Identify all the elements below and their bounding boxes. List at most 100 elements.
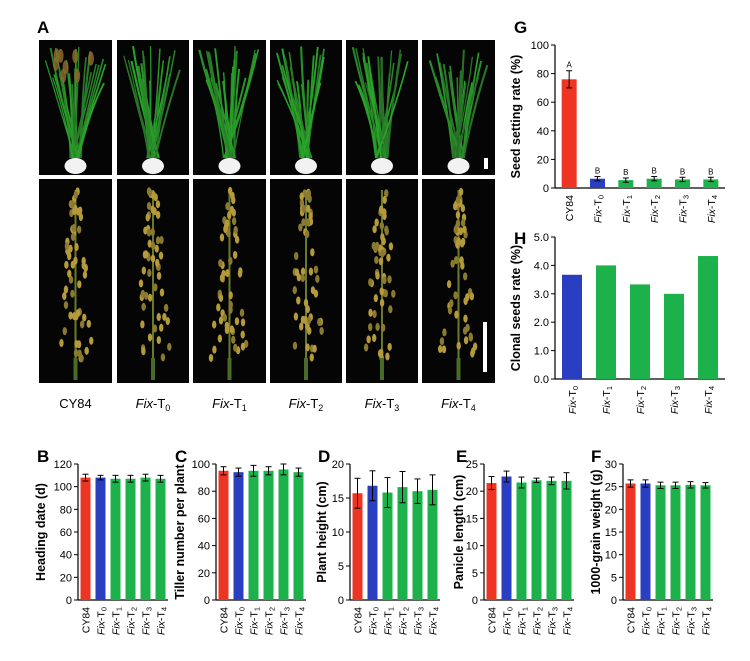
y-tick-label: 60 (198, 513, 210, 525)
bar (382, 492, 393, 600)
bar (516, 482, 527, 600)
photo-label: Fix-T0 (136, 396, 171, 413)
category-label: Fix-T4 (562, 607, 575, 635)
category-label: Fix-T4 (701, 607, 714, 635)
y-tick-label: 0 (611, 595, 617, 607)
y-tick-label: 0 (338, 595, 344, 607)
y-tick-label: 30 (605, 459, 617, 471)
y-axis-label: Clonal seeds rate (%) (509, 245, 523, 371)
category-label: Fix-T1 (383, 607, 396, 635)
y-tick-label: 100 (54, 482, 72, 494)
y-axis-label: 1000-grain weight (g) (589, 469, 603, 594)
bar (531, 480, 542, 600)
chart-g: 0 20 40 60 80 100 Seed setting rate (%) A CY84 B F… (509, 40, 725, 223)
panicle (59, 187, 94, 380)
panel-letter-b: B (37, 447, 49, 466)
y-tick-label: 100 (531, 40, 549, 52)
significance-letter: B (680, 167, 685, 176)
bar (670, 485, 681, 600)
photo-label: Fix-T4 (441, 396, 476, 413)
bar (501, 476, 512, 600)
category-label: Fix-T1 (601, 386, 614, 414)
significance-letter: B (623, 168, 628, 177)
chart-h: 0.0 1.0 2.0 3.0 4.0 5.0 Clonal seeds rate (%) F… (509, 232, 725, 414)
category-label: Fix-T1 (517, 607, 530, 635)
category-label: Fix-T0 (641, 607, 654, 635)
bar (561, 480, 572, 600)
y-tick-label: 0 (472, 595, 478, 607)
bar (293, 472, 304, 600)
bar (486, 483, 497, 600)
plant-pot (64, 158, 87, 174)
bar (618, 180, 634, 188)
category-label: Fix-T0 (502, 607, 515, 635)
photo-label: Fix-T2 (289, 396, 324, 413)
y-axis-label: Seed setting rate (%) (509, 55, 523, 179)
plant-pot (142, 158, 164, 174)
bar (352, 493, 363, 600)
bar (625, 483, 636, 600)
y-axis-label: Plant height (cm) (315, 481, 329, 582)
bar (397, 487, 408, 600)
category-label: CY84 (564, 195, 576, 221)
y-tick-label: 20 (332, 459, 344, 471)
category-label: Fix-T2 (649, 195, 662, 223)
category-label: Fix-T4 (703, 386, 716, 414)
bar (664, 293, 684, 379)
bar (646, 178, 662, 188)
y-tick-label: 5 (611, 572, 617, 584)
bar (685, 484, 696, 600)
y-tick-label: 80 (198, 486, 210, 498)
plant-leaves (428, 49, 489, 159)
scale-bar (484, 158, 488, 169)
y-tick-label: 5 (338, 561, 344, 573)
category-label: Fix-T0 (567, 386, 580, 414)
y-tick-label: 120 (54, 459, 72, 471)
bar (546, 480, 557, 600)
photo-label: CY84 (59, 396, 92, 411)
y-tick-label: 0.0 (534, 374, 549, 386)
panicle (363, 189, 396, 380)
category-label: CY84 (487, 607, 499, 633)
y-tick-label: 15 (605, 527, 617, 539)
y-tick-label: 60 (60, 527, 72, 539)
category-label: Fix-T3 (141, 607, 154, 635)
category-label: Fix-T2 (126, 607, 139, 635)
bar (700, 485, 711, 600)
bar (596, 265, 616, 379)
bar (155, 478, 166, 600)
y-tick-label: 0 (543, 183, 549, 195)
y-tick-label: 40 (60, 550, 72, 562)
y-axis-label: Panicle length (cm) (452, 475, 466, 590)
bar (263, 470, 274, 600)
panel-letter-h: H (514, 229, 526, 248)
category-label: Fix-T0 (593, 195, 606, 223)
bar (590, 178, 605, 188)
category-label: CY84 (353, 607, 365, 633)
category-label: Fix-T0 (368, 607, 381, 635)
scale-bar (483, 322, 487, 372)
bar (640, 483, 651, 600)
plant-leaves (123, 45, 181, 159)
panel-letter-g: G (514, 18, 527, 37)
bar (110, 478, 121, 600)
category-label: CY84 (81, 607, 93, 633)
category-label: Fix-T3 (547, 607, 560, 635)
panel-letter-f: F (591, 447, 601, 466)
significance-letter: B (595, 167, 600, 176)
plant-leaves (198, 46, 260, 159)
y-tick-label: 60 (537, 97, 549, 109)
category-label: Fix-T3 (279, 607, 292, 635)
y-tick-label: 10 (332, 527, 344, 539)
y-tick-label: 25 (466, 459, 478, 471)
panicle (138, 187, 172, 380)
y-tick-label: 2.0 (534, 317, 549, 329)
y-tick-label: 40 (537, 126, 549, 138)
y-tick-label: 0 (204, 595, 210, 607)
bar (412, 491, 423, 600)
category-label: Fix-T1 (111, 607, 124, 635)
y-tick-label: 80 (60, 504, 72, 516)
